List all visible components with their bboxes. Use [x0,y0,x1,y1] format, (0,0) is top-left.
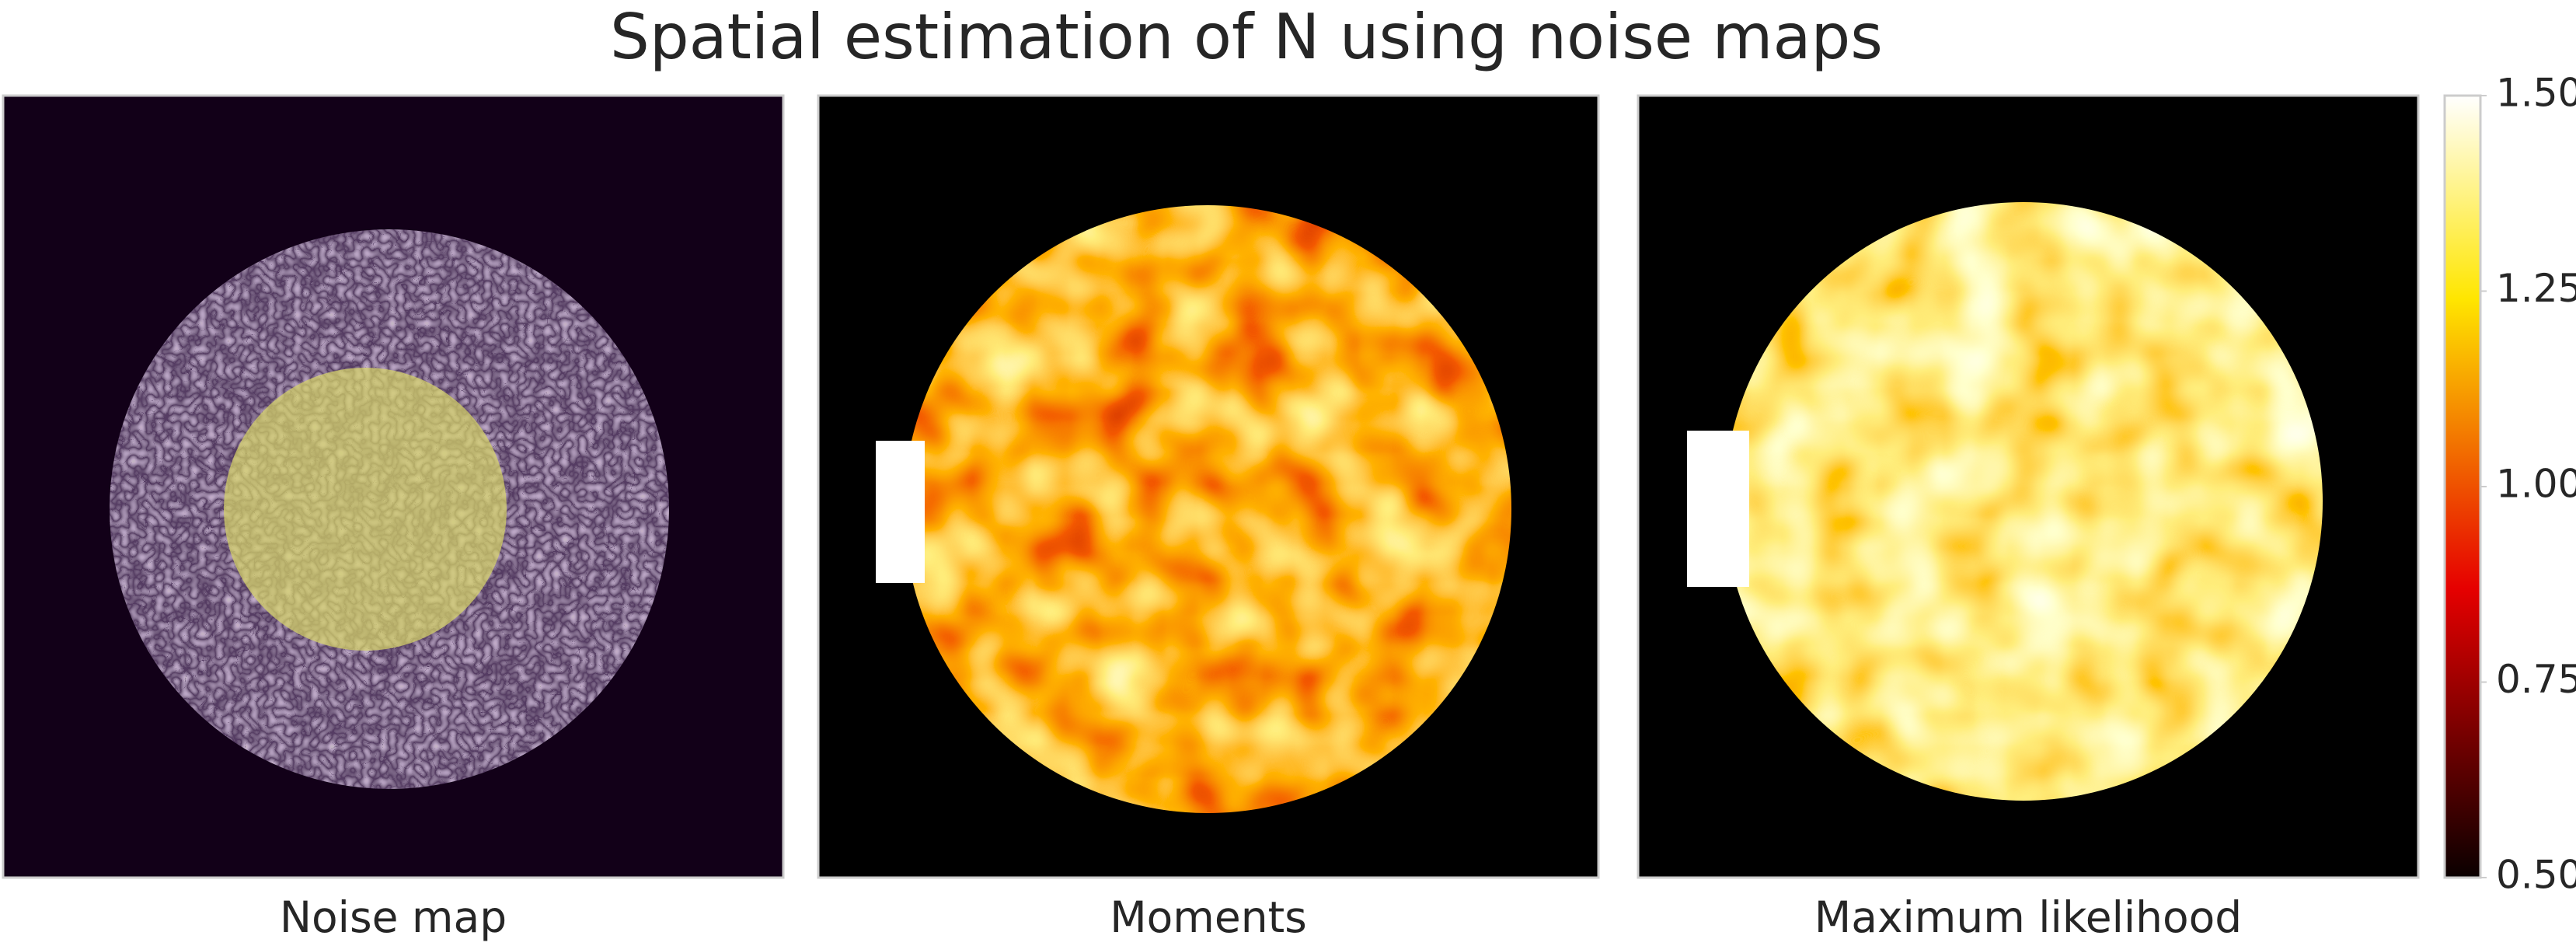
panel-label: Noise map [280,892,507,942]
maximum-likelihood-image [1637,94,2420,879]
noise-map-image [2,94,785,879]
colorbar [2443,94,2482,879]
colorbar-tick-label: 0.75 [2496,657,2576,702]
moments-image [817,94,1600,879]
colorbar-tick-label: 1.00 [2496,462,2576,507]
colorbar-tick-label: 1.25 [2496,266,2576,311]
panel-label: Moments [1110,892,1307,942]
colorbar-tick-label: 0.50 [2496,853,2576,898]
colorbar-ticks: 0.50 0.75 1.00 1.25 1.50 [2480,71,2576,898]
panel-label: Maximum likelihood [1814,892,2242,942]
chart-title: Spatial estimation of N using noise maps [610,1,1883,73]
colorbar-tick-label: 1.50 [2496,71,2576,116]
